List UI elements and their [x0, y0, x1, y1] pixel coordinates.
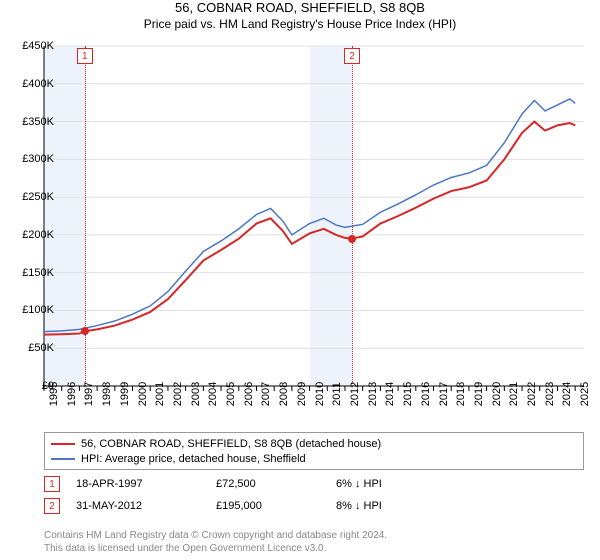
- y-tick-label: £50K: [28, 342, 54, 354]
- sale-delta: 8% ↓ HPI: [336, 500, 382, 512]
- legend-item: 56, COBNAR ROAD, SHEFFIELD, S8 8QB (deta…: [51, 436, 577, 451]
- attribution: Contains HM Land Registry data © Crown c…: [44, 530, 584, 555]
- x-tick-label: 2022: [526, 382, 538, 406]
- x-tick-label: 2021: [508, 382, 520, 406]
- x-tick-label: 2004: [207, 382, 219, 406]
- x-tick-label: 2002: [172, 382, 184, 406]
- legend: 56, COBNAR ROAD, SHEFFIELD, S8 8QB (deta…: [44, 432, 584, 470]
- sale-price: £72,500: [216, 478, 336, 490]
- x-tick-label: 2001: [154, 382, 166, 406]
- y-tick-label: £200K: [22, 229, 54, 241]
- y-tick-label: £100K: [22, 304, 54, 316]
- legend-swatch: [51, 443, 75, 445]
- x-tick-label: 1995: [48, 382, 60, 406]
- x-tick-label: 2015: [402, 382, 414, 406]
- legend-swatch: [51, 458, 75, 460]
- chart-title: 56, COBNAR ROAD, SHEFFIELD, S8 8QB: [0, 0, 600, 15]
- line-chart: [44, 46, 584, 386]
- sale-dot: [348, 235, 356, 243]
- x-tick-label: 2011: [331, 382, 343, 406]
- x-tick-label: 2020: [491, 382, 503, 406]
- y-tick-label: £300K: [22, 153, 54, 165]
- x-tick-label: 1997: [83, 382, 95, 406]
- x-tick-label: 2003: [190, 382, 202, 406]
- x-tick-label: 1996: [66, 382, 78, 406]
- sale-delta: 6% ↓ HPI: [336, 478, 382, 490]
- legend-label: 56, COBNAR ROAD, SHEFFIELD, S8 8QB (deta…: [81, 438, 381, 450]
- x-tick-label: 2016: [420, 382, 432, 406]
- sale-badge: 2: [44, 498, 60, 514]
- sale-row: 2 31-MAY-2012 £195,000 8% ↓ HPI: [44, 498, 584, 514]
- x-tick-label: 2005: [225, 382, 237, 406]
- x-tick-label: 2012: [349, 382, 361, 406]
- attribution-line: Contains HM Land Registry data © Crown c…: [44, 530, 584, 543]
- x-tick-label: 2006: [243, 382, 255, 406]
- x-tick-label: 2025: [579, 382, 591, 406]
- x-tick-label: 1999: [119, 382, 131, 406]
- sale-dot: [81, 327, 89, 335]
- sale-row: 1 18-APR-1997 £72,500 6% ↓ HPI: [44, 476, 584, 492]
- x-tick-label: 2010: [314, 382, 326, 406]
- x-tick-label: 2014: [384, 382, 396, 406]
- x-tick-label: 2024: [561, 382, 573, 406]
- chart-area: 12: [44, 46, 584, 386]
- legend-item: HPI: Average price, detached house, Shef…: [51, 451, 577, 466]
- sale-vline: [352, 46, 353, 386]
- y-tick-label: £450K: [22, 40, 54, 52]
- sale-badge-chart: 2: [344, 48, 360, 64]
- sale-date: 31-MAY-2012: [76, 500, 216, 512]
- x-tick-label: 2019: [473, 382, 485, 406]
- sale-badge-chart: 1: [77, 48, 93, 64]
- x-tick-label: 2000: [137, 382, 149, 406]
- y-tick-label: £400K: [22, 78, 54, 90]
- x-tick-label: 2007: [260, 382, 272, 406]
- legend-label: HPI: Average price, detached house, Shef…: [81, 453, 306, 465]
- chart-subtitle: Price paid vs. HM Land Registry's House …: [0, 17, 600, 31]
- x-tick-label: 2017: [438, 382, 450, 406]
- y-tick-label: £250K: [22, 191, 54, 203]
- sale-date: 18-APR-1997: [76, 478, 216, 490]
- x-tick-label: 2009: [296, 382, 308, 406]
- y-tick-label: £350K: [22, 116, 54, 128]
- sale-price: £195,000: [216, 500, 336, 512]
- x-tick-label: 1998: [101, 382, 113, 406]
- x-tick-label: 2018: [455, 382, 467, 406]
- attribution-line: This data is licensed under the Open Gov…: [44, 543, 584, 556]
- y-tick-label: £150K: [22, 267, 54, 279]
- x-tick-label: 2013: [367, 382, 379, 406]
- sale-badge: 1: [44, 476, 60, 492]
- x-tick-label: 2023: [544, 382, 556, 406]
- x-tick-label: 2008: [278, 382, 290, 406]
